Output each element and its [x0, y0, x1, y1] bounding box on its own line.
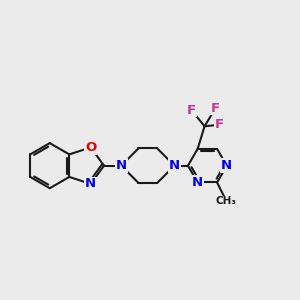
Text: N: N	[169, 159, 180, 172]
Text: N: N	[192, 176, 203, 189]
Text: F: F	[211, 102, 220, 115]
Text: CH₃: CH₃	[216, 196, 237, 206]
Text: F: F	[187, 103, 196, 116]
Text: O: O	[85, 141, 96, 154]
Text: N: N	[85, 177, 96, 190]
Text: N: N	[116, 159, 127, 172]
Text: F: F	[215, 118, 224, 131]
Text: N: N	[221, 159, 232, 172]
